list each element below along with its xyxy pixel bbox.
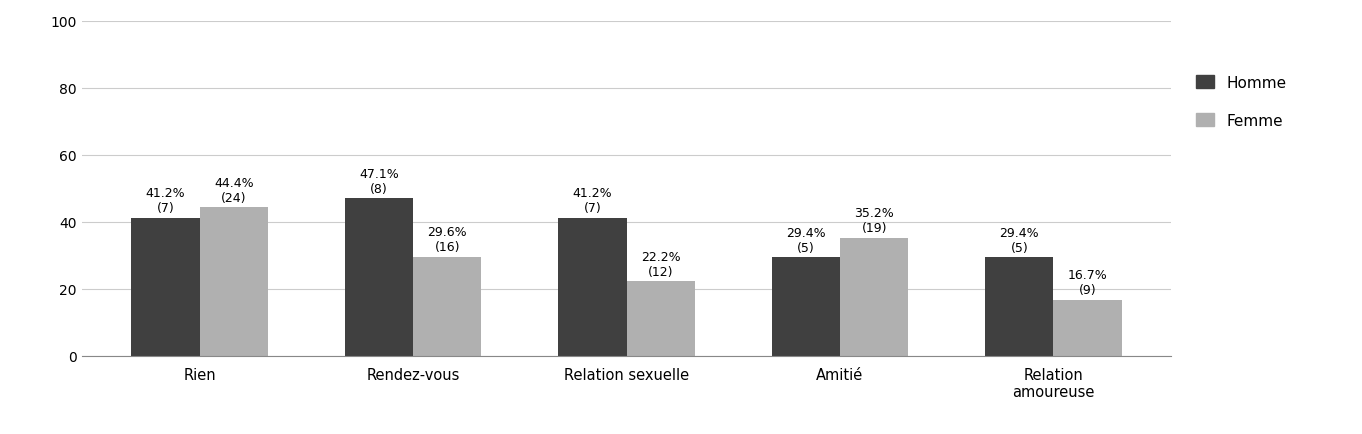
Bar [413,257,481,356]
Text: 35.2%
(19): 35.2% (19) [854,207,893,235]
Text: 47.1%
(8): 47.1% (8) [360,167,399,195]
Bar [131,218,200,356]
Text: 29.4%
(5): 29.4% (5) [1000,227,1039,254]
Text: 29.4%
(5): 29.4% (5) [786,227,825,254]
Bar [840,238,908,356]
Text: 29.6%
(16): 29.6% (16) [428,226,467,253]
Text: 41.2%
(7): 41.2% (7) [572,187,612,215]
Text: 41.2%
(7): 41.2% (7) [146,187,185,215]
Bar [200,207,268,356]
Bar [627,282,695,356]
Legend: Homme, Femme: Homme, Femme [1190,69,1293,135]
Bar [772,258,840,356]
Bar [1053,300,1122,356]
Bar [985,258,1053,356]
Text: 22.2%
(12): 22.2% (12) [642,250,681,278]
Text: 44.4%
(24): 44.4% (24) [214,176,253,204]
Bar [345,198,413,356]
Bar [558,218,627,356]
Text: 16.7%
(9): 16.7% (9) [1068,269,1107,297]
